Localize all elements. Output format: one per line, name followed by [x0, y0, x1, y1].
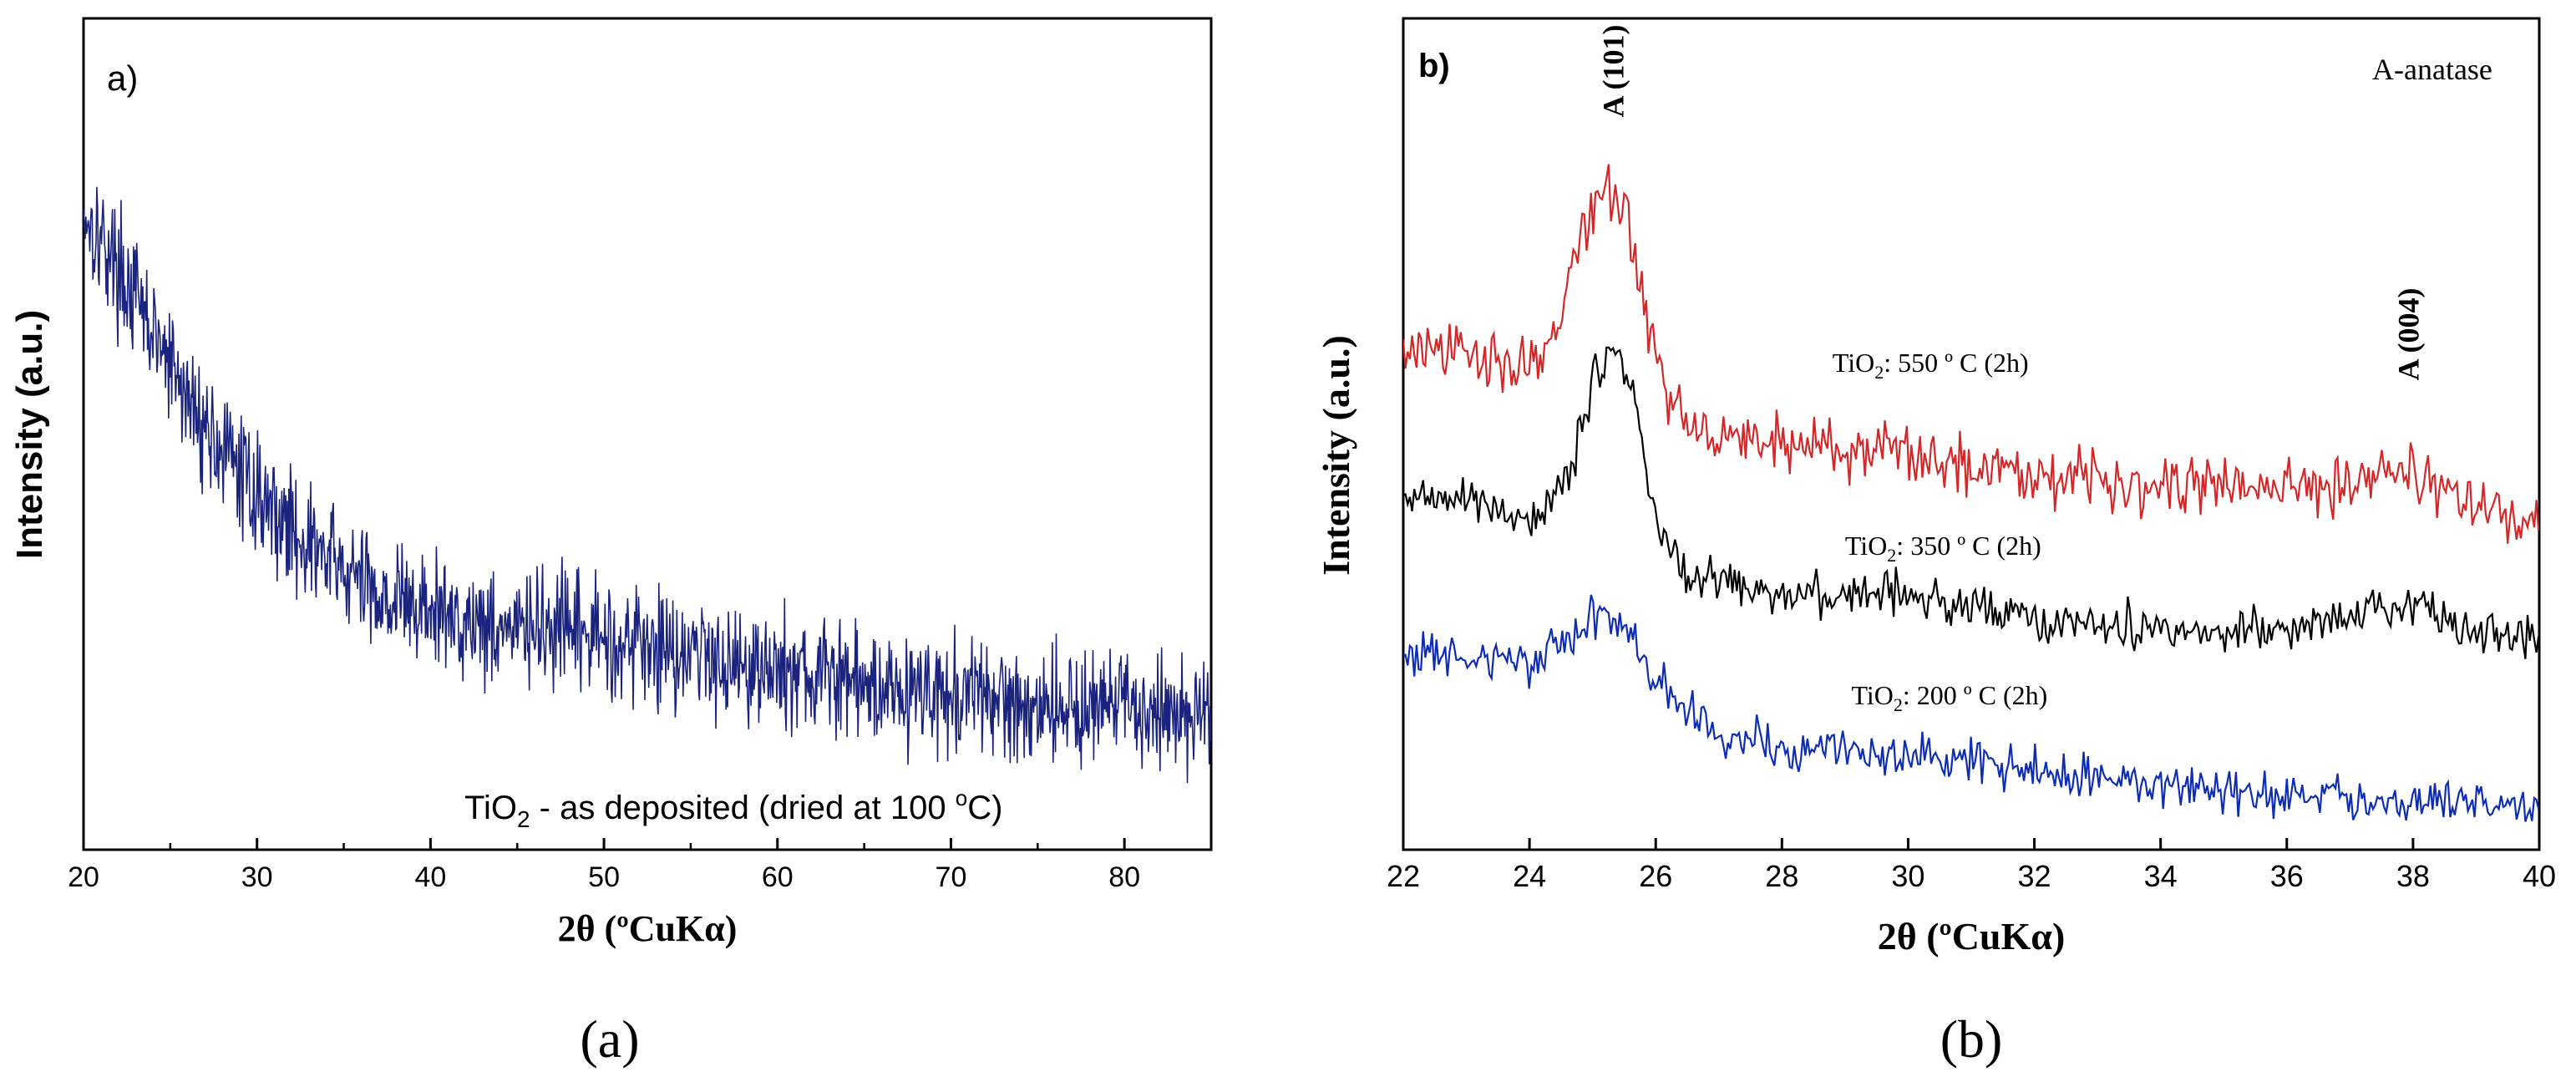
- panel-label-b: b): [1418, 48, 1450, 84]
- x-tick-label-b-9: 40: [2523, 859, 2556, 893]
- x-tick-label-b-0: 22: [1387, 859, 1420, 893]
- chart-panel-b: b) A-anatase A (101) A (004) TiO2: 550 º …: [1315, 17, 2556, 1069]
- x-tick-label-b-8: 38: [2396, 859, 2430, 893]
- series-label-1: TiO2: 350 º C (2h): [1845, 531, 2041, 566]
- series-line-b-1: [1403, 346, 2539, 659]
- x-tick-label-a-4: 60: [762, 861, 794, 893]
- y-axis-label-a: Intensity (a.u.): [9, 310, 50, 559]
- legend-note-b: A-anatase: [2372, 53, 2492, 86]
- x-tick-label-b-5: 32: [2018, 859, 2051, 893]
- series-line-b-2: [1403, 594, 2539, 822]
- peak-label-0: A (101): [1596, 25, 1630, 118]
- x-tick-label-a-2: 40: [414, 861, 446, 893]
- x-tick-label-b-3: 28: [1765, 859, 1798, 893]
- x-tick-label-b-7: 36: [2270, 859, 2304, 893]
- chart-panel-a: a) 20 30 40 50 60 70 80 TiO2 - as deposited (d…: [9, 17, 1213, 1069]
- x-axis-label-b: 2θ (ºCuKα): [1878, 915, 2066, 958]
- x-tick-label-a-1: 30: [241, 861, 273, 893]
- x-tick-label-a-5: 70: [936, 861, 967, 893]
- x-tick-label-b-2: 26: [1639, 859, 1672, 893]
- caption-a: (a): [580, 1009, 639, 1069]
- series-label-0: TiO2: 550 º C (2h): [1833, 348, 2029, 383]
- plot-area-b: [1402, 17, 2541, 851]
- series-line-b-0: [1403, 164, 2539, 544]
- x-tick-label-a-6: 80: [1108, 861, 1140, 893]
- x-tick-label-b-4: 30: [1891, 859, 1924, 893]
- peak-label-1: A (004): [2391, 288, 2425, 381]
- x-tick-label-b-1: 24: [1513, 859, 1546, 893]
- series-label-2: TiO2: 200 º C (2h): [1851, 680, 2047, 715]
- x-tick-label-a-3: 50: [588, 861, 620, 893]
- caption-b: (b): [1940, 1009, 2003, 1069]
- x-axis-label-a: 2θ (ºCuKα): [558, 908, 738, 949]
- series-line-a-0: [84, 186, 1211, 784]
- y-axis-label-b: Intensity (a.u.): [1315, 335, 1357, 576]
- x-tick-label-a-0: 20: [68, 861, 99, 893]
- panel-label-a: a): [107, 58, 138, 98]
- x-tick-label-b-6: 34: [2144, 859, 2178, 893]
- annotation-a: TiO2 - as deposited (dried at 100 oC): [464, 785, 1002, 832]
